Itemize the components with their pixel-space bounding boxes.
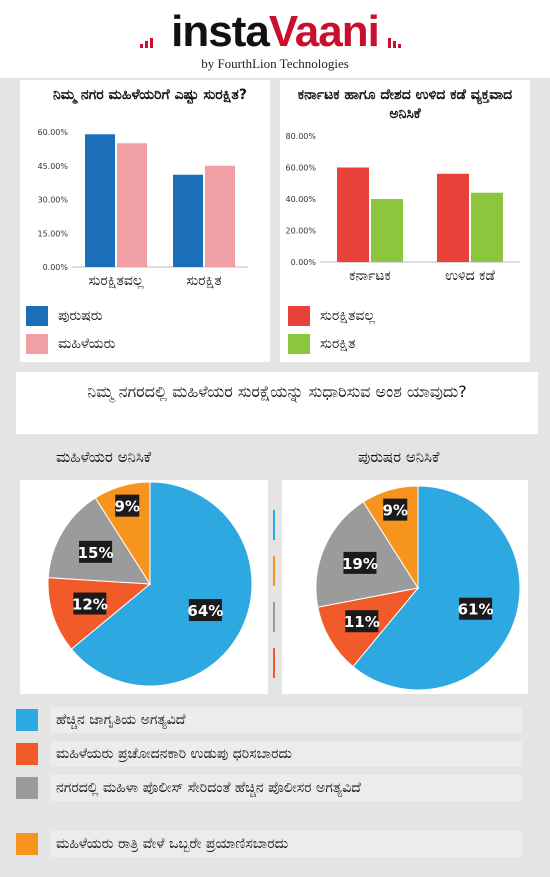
y-tick-label: 20.00% (285, 227, 316, 236)
question-text: ನಿಮ್ಮ ನಗರದಲ್ಲಿ ಮಹಿಳೆಯರ ಸುರಕ್ಷೆಯನ್ನು ಸುಧಾ… (87, 382, 467, 401)
pie-label-box (73, 592, 107, 615)
bar (371, 199, 403, 262)
y-tick-label: 0.00% (291, 258, 317, 267)
legend-swatch (288, 334, 310, 354)
pie-label-box (115, 494, 140, 517)
divider-ticks (271, 510, 279, 690)
legend-swatch (26, 334, 48, 354)
legend-item-men: ಪುರುಷರು (26, 304, 103, 328)
pie-chart-women: 64% 12% 15% 9% (47, 481, 253, 687)
chart-title: ಕರ್ನಾಟಕ ಹಾಗೂ ದೇಶದ ಉಳಿದ ಕಡೆ ವ್ಯಕ್ತವಾದ ಅನಿ… (297, 87, 513, 122)
legend-item-unsafe: ಸುರಕ್ಷಿತವಲ್ಲ (288, 304, 375, 328)
pie-label-box (343, 551, 377, 574)
pie-label: 11% (344, 613, 380, 631)
pie-label-box (79, 540, 113, 563)
bar-chart-safety: 60.00% 45.00% 30.00% 15.00% 0.00% ಸುರಕ್ಷಿತವಲ್… (37, 128, 248, 289)
legend-swatch (16, 743, 38, 765)
pie-label: 12% (72, 596, 108, 614)
legend-item-safe: ಸುರಕ್ಷಿತ (288, 332, 355, 356)
pie-label: 61% (458, 601, 494, 619)
pie-legend-item-awareness: ಹೆಚ್ಚಿನ ಜಾಗೃತಿಯ ಅಗತ್ಯವಿದೆ (16, 707, 522, 733)
legend-swatch (16, 709, 38, 731)
pie-chart-men: 61% 11% 19% 9% (315, 485, 521, 691)
legend-swatch (26, 306, 48, 326)
y-tick-label: 0.00% (43, 263, 69, 272)
bar (205, 165, 235, 267)
bar-chart-region: 80.00% 60.00% 40.00% 20.00% 0.00% ಕರ್ನಾಟಕ ಉಳಿದ… (285, 132, 520, 284)
y-tick-label: 60.00% (37, 128, 68, 137)
pie-label-box (383, 498, 408, 521)
y-tick-label: 60.00% (285, 164, 316, 173)
pie-label: 9% (114, 498, 139, 516)
pie-legend-item-police: ನಗರದಲ್ಲಿ ಮಹಿಳಾ ಪೊಲೀಸ್ ಸೇರಿದಂತೆ ಹೆಚ್ಚಿನ ಪ… (16, 775, 522, 801)
bar (117, 143, 147, 267)
bar (471, 192, 503, 262)
pie-label-box (459, 597, 493, 620)
bar (337, 167, 369, 262)
chart-title: ನಿಮ್ಮ ನಗರ ಮಹಿಳೆಯರಿಗೆ ಎಷ್ಟು ಸುರಕ್ಷಿತ? (53, 87, 247, 103)
bar-chart-panel-safety: ನಿಮ್ಮ ನಗರ ಮಹಿಳೆಯರಿಗೆ ಎಷ್ಟು ಸುರಕ್ಷಿತ? 60.… (20, 80, 270, 362)
bar (85, 134, 115, 267)
bar (173, 174, 203, 267)
pie-label: 19% (342, 555, 378, 573)
pie-label: 15% (78, 544, 114, 562)
legend-swatch (288, 306, 310, 326)
pie-title-men: ಪುರುಷರ ಅನಿಸಿಕೆ (358, 448, 440, 466)
pie-slice (352, 485, 521, 691)
pie-slice (70, 481, 253, 687)
byline: by FourthLion Technologies (201, 56, 349, 71)
y-tick-label: 40.00% (285, 195, 316, 204)
x-tick-label: ಕರ್ನಾಟಕ (349, 268, 391, 284)
pie-panel-men: 61% 11% 19% 9% (282, 480, 528, 694)
x-tick-label: ಸುರಕ್ಷಿತ (186, 273, 221, 289)
bar (437, 173, 469, 262)
pie-label: 64% (187, 602, 223, 620)
logo-bars-left-icon (140, 38, 154, 48)
y-tick-label: 30.00% (37, 196, 68, 205)
x-tick-label: ಉಳಿದ ಕಡೆ (445, 268, 495, 284)
question-banner: ನಿಮ್ಮ ನಗರದಲ್ಲಿ ಮಹಿಳೆಯರ ಸುರಕ್ಷೆಯನ್ನು ಸುಧಾ… (16, 372, 538, 434)
pie-legend-item-travel: ಮಹಿಳೆಯರು ರಾತ್ರಿ ವೇಳೆ ಒಬ್ಬರೇ ಪ್ರಯಾಣಿಸಬಾರದ… (16, 831, 522, 857)
x-tick-label: ಸುರಕ್ಷಿತವಲ್ಲ (88, 273, 144, 289)
logo-bars-right-icon (388, 38, 402, 48)
y-tick-label: 80.00% (285, 132, 316, 141)
pie-title-women: ಮಹಿಳೆಯರ ಅನಿಸಿಕೆ (56, 448, 152, 466)
header: instaVaani by FourthLion Technologies (0, 0, 550, 78)
y-tick-label: 45.00% (37, 162, 68, 171)
pie-legend-item-dress: ಮಹಿಳೆಯರು ಪ್ರಚೋದನಕಾರಿ ಉಡುಪು ಧರಿಸಬಾರದು (16, 741, 522, 767)
bar-chart-panel-region: ಕರ್ನಾಟಕ ಹಾಗೂ ದೇಶದ ಉಳಿದ ಕಡೆ ವ್ಯಕ್ತವಾದ ಅನಿ… (280, 80, 530, 362)
pie-label-box (345, 610, 379, 633)
instavaani-logo: instaVaani (171, 7, 380, 56)
legend-swatch (16, 833, 38, 855)
pie-label: 9% (382, 502, 407, 520)
y-tick-label: 15.00% (37, 229, 68, 238)
pie-panel-women: 64% 12% 15% 9% (20, 480, 268, 694)
legend-swatch (16, 777, 38, 799)
pie-label-box (188, 599, 222, 622)
legend-item-women: ಮಹಿಳೆಯರು (26, 332, 116, 356)
